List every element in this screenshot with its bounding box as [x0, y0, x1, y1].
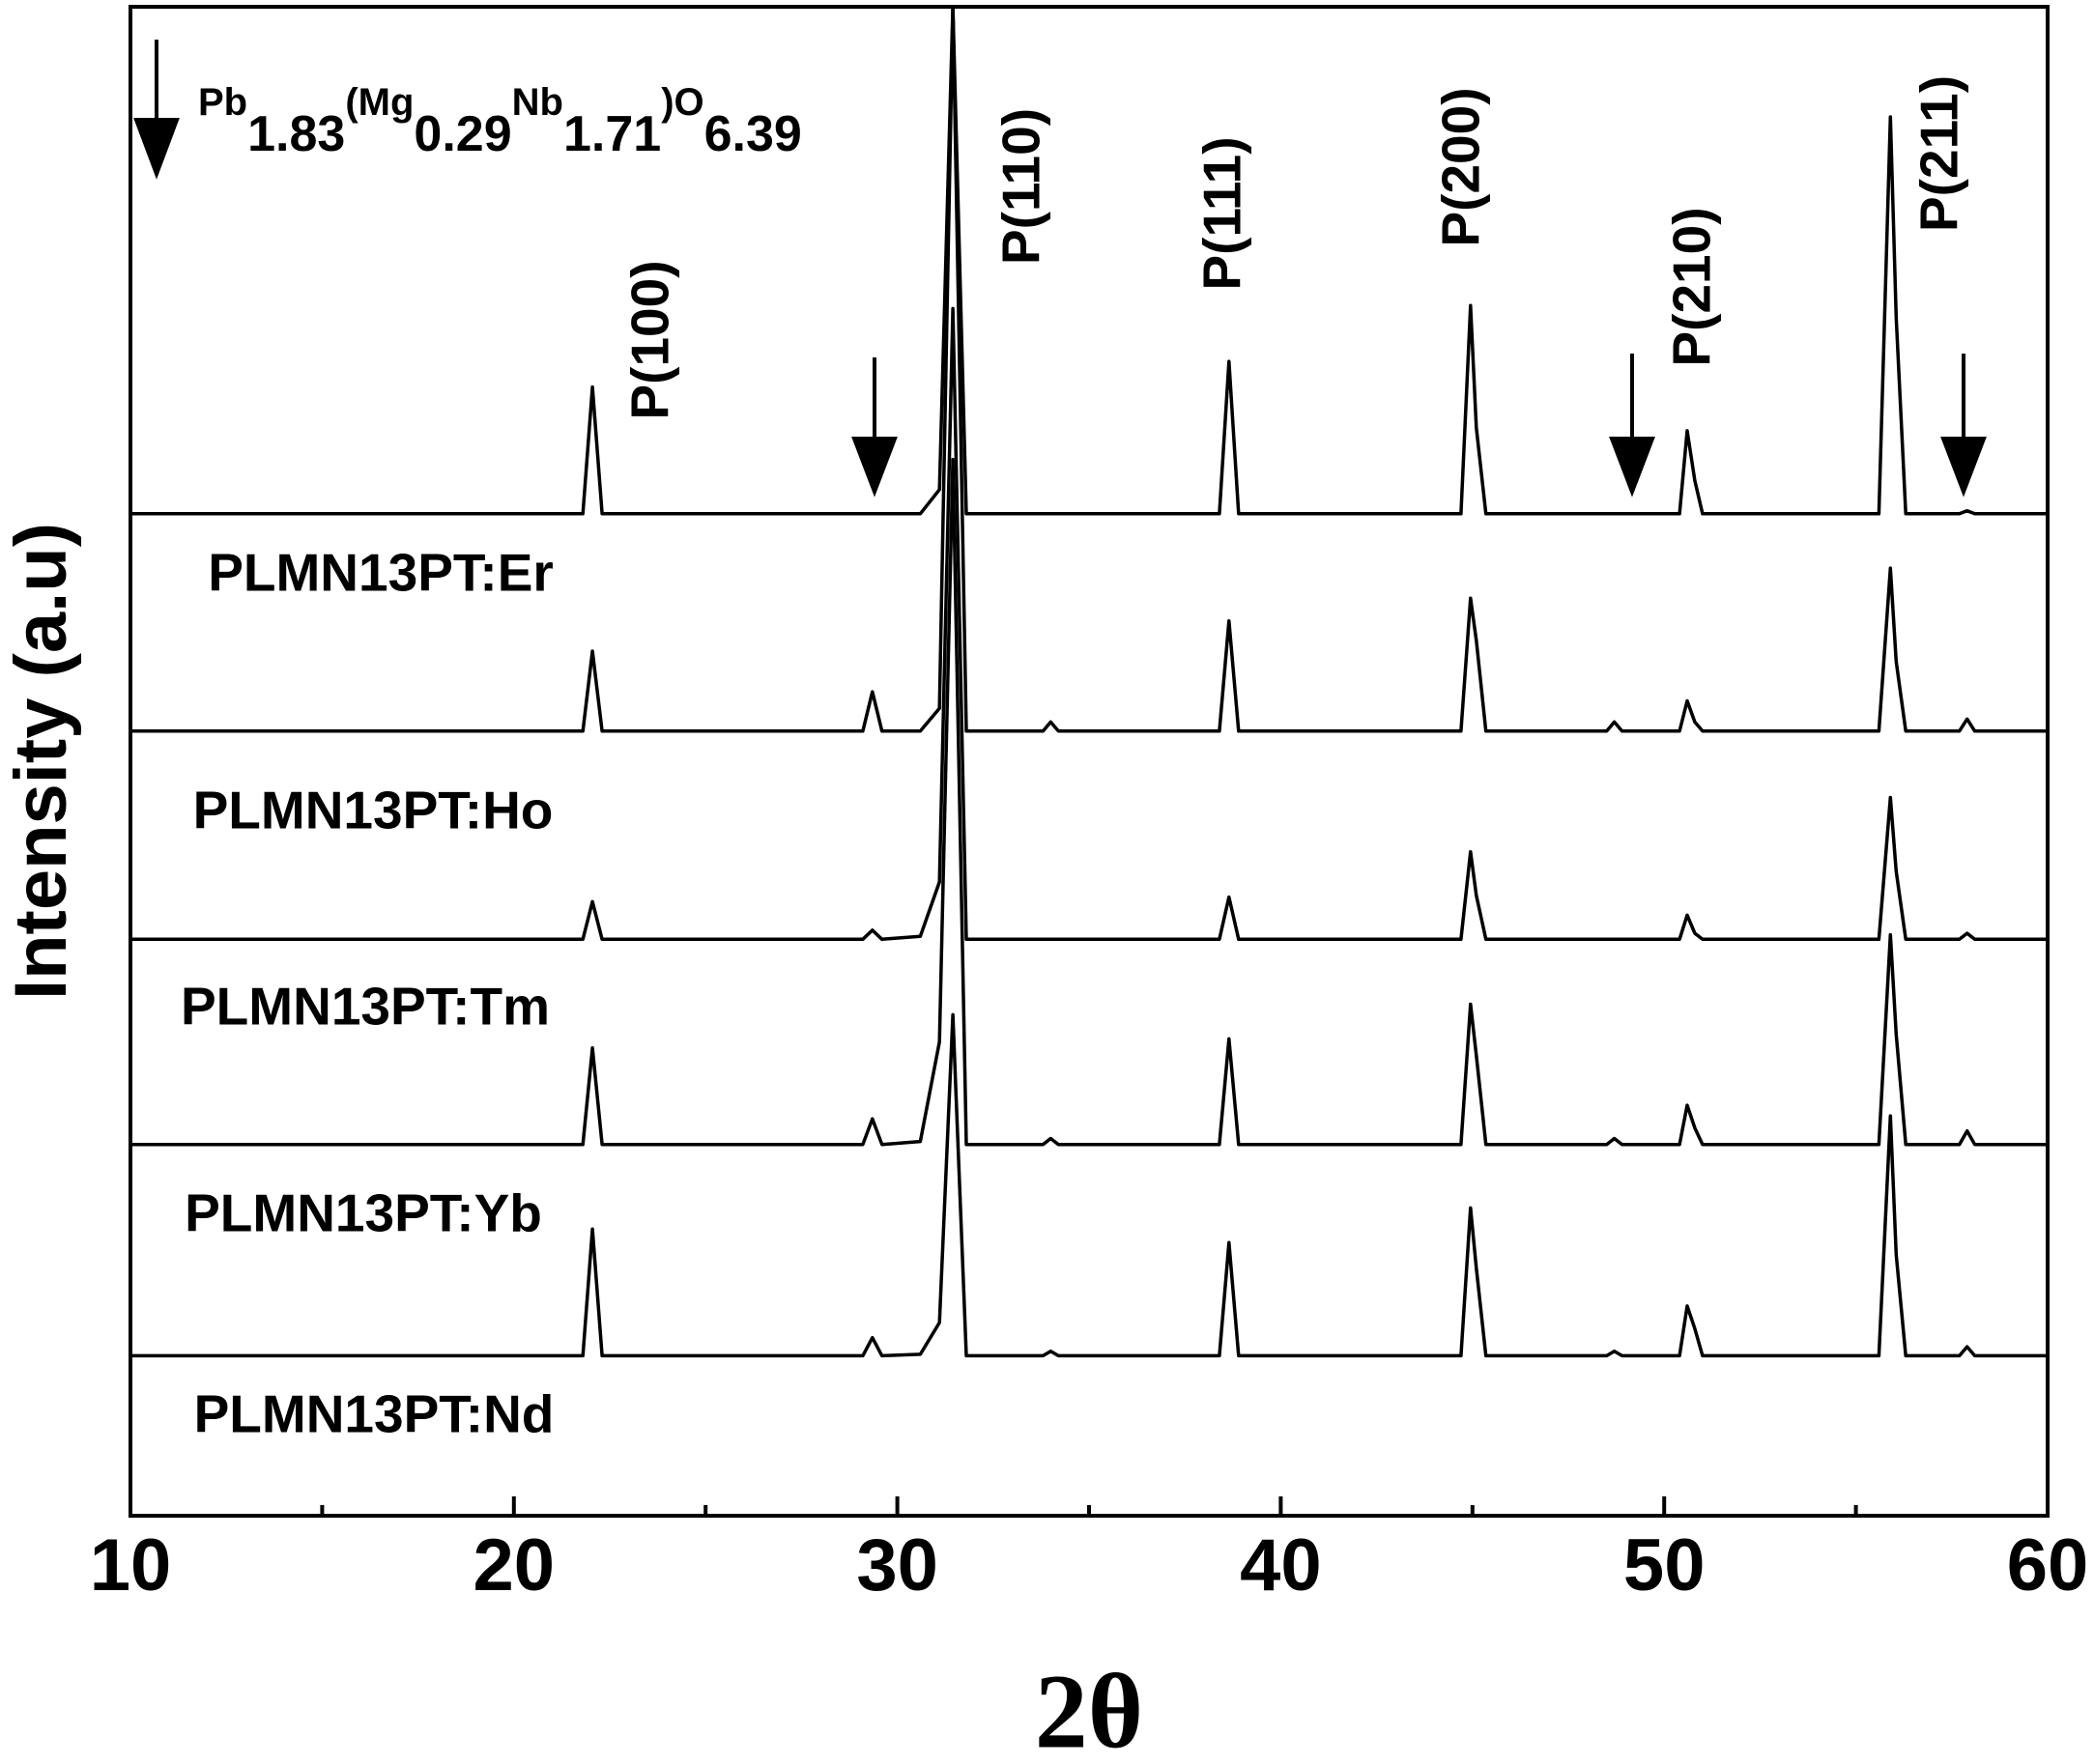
series-line: [130, 457, 2048, 1147]
x-tick-label: 10: [90, 1524, 172, 1607]
peak-label: P(200): [1431, 87, 1491, 246]
formula-part: 1.83: [247, 106, 345, 162]
arrow-head: [133, 118, 180, 180]
arrow-head: [1609, 437, 1655, 498]
peak-label: P(100): [620, 260, 680, 419]
formula-part: )O: [661, 81, 703, 124]
x-tick-label: 50: [1623, 1524, 1706, 1607]
series-label: PLMN13PT:Tm: [181, 977, 550, 1037]
arrows: [133, 40, 1987, 498]
peak-labels: P(100) P(110) P(111) P(200) P(210) P(211…: [620, 75, 1969, 420]
formula-part: 6.39: [704, 106, 802, 162]
x-tick-label: 40: [1240, 1524, 1322, 1607]
formula-part: 1.71: [563, 106, 661, 162]
series-line: [130, 1012, 2048, 1358]
series-line: [130, 7, 2048, 733]
y-axis-label: Intensity (a.u): [0, 523, 82, 1000]
arrow-head: [1940, 437, 1987, 498]
formula-part: Nb: [512, 81, 563, 124]
x-tick-label: 30: [856, 1524, 938, 1607]
plot-frame: [129, 5, 2050, 1518]
series-label: PLMN13PT:Nd: [194, 1384, 555, 1444]
series-line: [130, 306, 2048, 942]
peak-label: P(110): [991, 108, 1051, 265]
formula-part: Pb: [198, 81, 247, 124]
arrow-head: [851, 437, 898, 498]
x-axis-label: 2θ: [1035, 1652, 1143, 1764]
formula-part: (Mg: [345, 81, 414, 124]
curves: [130, 7, 2048, 1358]
formula-part: 0.29: [414, 106, 511, 162]
formula: Pb1.83(Mg0.29Nb1.71)O6.39: [198, 81, 802, 162]
series-label: PLMN13PT:Ho: [193, 781, 554, 840]
x-tick-label: 20: [473, 1524, 556, 1607]
peak-label: P(210): [1662, 207, 1722, 366]
series-label: PLMN13PT:Yb: [185, 1183, 542, 1243]
series-label: PLMN13PT:Er: [208, 543, 554, 603]
x-tick-label: 60: [2007, 1524, 2089, 1607]
peak-label: P(211): [1909, 75, 1969, 232]
series-line: [130, 7, 2048, 516]
peak-label: P(111): [1192, 136, 1252, 290]
